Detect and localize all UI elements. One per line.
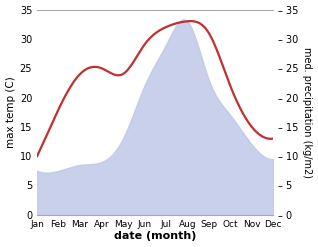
X-axis label: date (month): date (month) xyxy=(114,231,196,242)
Y-axis label: med. precipitation (kg/m2): med. precipitation (kg/m2) xyxy=(302,47,313,178)
Y-axis label: max temp (C): max temp (C) xyxy=(5,76,16,148)
